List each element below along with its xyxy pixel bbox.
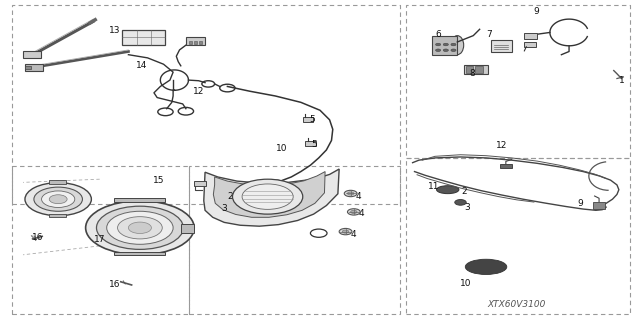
Text: 8: 8 xyxy=(469,69,475,78)
Bar xyxy=(406,5,630,158)
Text: 10: 10 xyxy=(460,279,471,288)
Circle shape xyxy=(42,191,75,207)
Text: 4: 4 xyxy=(355,191,361,201)
Text: 3: 3 xyxy=(221,204,227,213)
Circle shape xyxy=(348,209,360,215)
Bar xyxy=(593,202,605,209)
Bar xyxy=(189,41,192,44)
Circle shape xyxy=(97,206,183,249)
Circle shape xyxy=(107,211,173,244)
Text: 12: 12 xyxy=(496,141,508,150)
Bar xyxy=(49,214,67,217)
Bar xyxy=(115,252,166,256)
Circle shape xyxy=(86,201,194,255)
Bar xyxy=(25,66,31,69)
Circle shape xyxy=(129,222,152,234)
Bar xyxy=(193,182,206,187)
Text: 4: 4 xyxy=(351,230,356,239)
Circle shape xyxy=(451,43,456,46)
Text: 10: 10 xyxy=(276,144,287,153)
Text: 13: 13 xyxy=(109,26,120,35)
Bar xyxy=(491,41,511,51)
Bar xyxy=(122,30,166,45)
Circle shape xyxy=(444,43,449,46)
Bar xyxy=(432,36,458,55)
Text: 12: 12 xyxy=(193,87,204,96)
Bar xyxy=(500,164,511,168)
Circle shape xyxy=(436,49,441,51)
Bar xyxy=(181,224,194,233)
Bar xyxy=(49,181,67,184)
Bar xyxy=(23,51,41,58)
Ellipse shape xyxy=(436,186,459,194)
Circle shape xyxy=(342,230,349,233)
Ellipse shape xyxy=(455,199,467,205)
Bar xyxy=(466,66,473,73)
Bar xyxy=(524,42,536,47)
Text: 2: 2 xyxy=(461,187,467,196)
Bar xyxy=(199,41,202,44)
Bar xyxy=(305,141,316,146)
Circle shape xyxy=(351,210,357,213)
Circle shape xyxy=(49,195,67,204)
Circle shape xyxy=(242,184,293,209)
Circle shape xyxy=(118,217,163,239)
Bar xyxy=(464,65,488,74)
Ellipse shape xyxy=(451,36,464,55)
Circle shape xyxy=(25,183,92,216)
Bar xyxy=(194,41,197,44)
Text: 5: 5 xyxy=(312,140,317,149)
Circle shape xyxy=(34,187,83,211)
Bar xyxy=(189,166,400,314)
Text: 5: 5 xyxy=(309,115,315,124)
Bar xyxy=(186,37,205,45)
Text: 3: 3 xyxy=(464,203,470,211)
Text: 9: 9 xyxy=(578,199,584,208)
Polygon shape xyxy=(204,169,339,226)
Circle shape xyxy=(348,192,354,195)
Bar xyxy=(12,5,400,204)
Circle shape xyxy=(451,49,456,51)
Bar xyxy=(524,33,537,39)
Bar xyxy=(406,158,630,314)
Bar xyxy=(475,66,483,73)
Text: 17: 17 xyxy=(94,235,106,244)
Text: 11: 11 xyxy=(428,182,440,191)
Text: 15: 15 xyxy=(154,176,165,185)
Circle shape xyxy=(339,228,352,235)
Text: 6: 6 xyxy=(435,30,441,39)
Text: 16: 16 xyxy=(109,279,120,288)
Bar xyxy=(25,63,43,70)
Circle shape xyxy=(232,179,303,214)
Text: 4: 4 xyxy=(358,209,364,218)
Text: XTX60V3100: XTX60V3100 xyxy=(488,300,546,308)
Text: 9: 9 xyxy=(533,7,539,16)
Circle shape xyxy=(436,43,441,46)
Circle shape xyxy=(444,49,449,51)
Text: 7: 7 xyxy=(486,30,492,39)
Circle shape xyxy=(344,190,357,197)
Bar xyxy=(12,166,189,314)
Text: 1: 1 xyxy=(618,76,624,85)
Text: 16: 16 xyxy=(32,233,44,242)
Text: 2: 2 xyxy=(228,191,234,201)
Text: 14: 14 xyxy=(136,61,147,70)
Bar xyxy=(115,198,166,202)
Polygon shape xyxy=(213,172,325,217)
Bar xyxy=(303,117,313,122)
Ellipse shape xyxy=(465,259,507,274)
